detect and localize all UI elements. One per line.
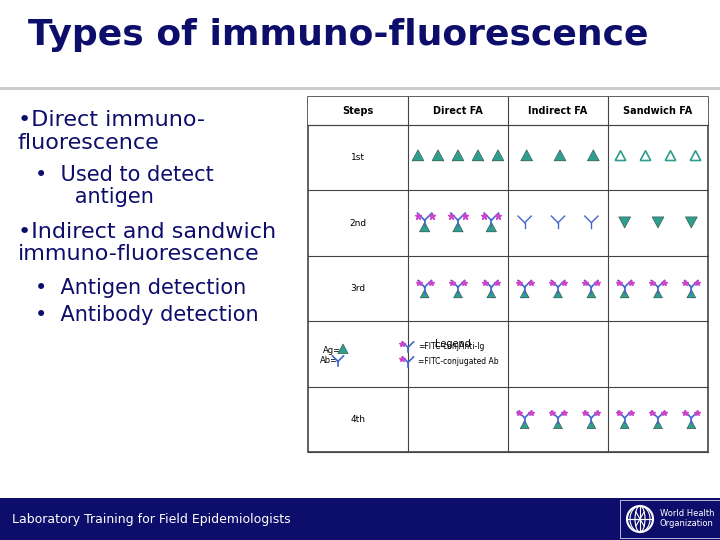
Bar (620, 500, 720, 538)
Text: •  Antibody detection: • Antibody detection (35, 305, 258, 325)
Bar (308, 97, 708, 452)
Polygon shape (454, 289, 462, 298)
Text: •  Antigen detection: • Antigen detection (35, 278, 246, 298)
Polygon shape (652, 217, 664, 228)
Bar (0, 87, 720, 90)
Polygon shape (420, 222, 430, 232)
Text: =FITC-conjugated Ab: =FITC-conjugated Ab (418, 357, 499, 367)
Polygon shape (554, 420, 562, 429)
Text: Legend: Legend (435, 339, 471, 349)
Text: Laboratory Training for Field Epidemiologists: Laboratory Training for Field Epidemiolo… (12, 512, 291, 525)
Polygon shape (587, 289, 596, 298)
Polygon shape (452, 150, 464, 161)
Text: •Direct immuno-: •Direct immuno- (18, 110, 205, 130)
Polygon shape (520, 289, 529, 298)
Polygon shape (412, 150, 424, 161)
Text: Types of immuno-fluorescence: Types of immuno-fluorescence (28, 18, 649, 52)
Polygon shape (338, 344, 348, 354)
Polygon shape (453, 222, 463, 232)
Text: •Indirect and sandwich: •Indirect and sandwich (18, 222, 276, 242)
Polygon shape (618, 217, 631, 228)
Polygon shape (687, 420, 696, 429)
Polygon shape (420, 289, 429, 298)
Polygon shape (486, 222, 497, 232)
Polygon shape (487, 289, 496, 298)
Text: Ab=: Ab= (320, 356, 338, 366)
Text: •  Used to detect: • Used to detect (35, 165, 214, 185)
Text: Sandwich FA: Sandwich FA (624, 106, 693, 116)
Text: Organization: Organization (660, 519, 714, 529)
Polygon shape (554, 289, 562, 298)
Bar (0, 498, 720, 540)
Polygon shape (472, 150, 484, 161)
Bar (308, 97, 708, 125)
Polygon shape (521, 150, 533, 161)
Polygon shape (620, 420, 629, 429)
Text: Indirect FA: Indirect FA (528, 106, 588, 116)
Text: immuno-fluorescence: immuno-fluorescence (18, 244, 260, 264)
Polygon shape (654, 420, 662, 429)
Polygon shape (432, 150, 444, 161)
Polygon shape (654, 289, 662, 298)
Polygon shape (520, 420, 529, 429)
Text: antigen: antigen (35, 187, 154, 207)
Text: =FITC-conjAnti-Ig: =FITC-conjAnti-Ig (418, 342, 485, 352)
Polygon shape (492, 150, 504, 161)
Polygon shape (685, 217, 698, 228)
Polygon shape (687, 289, 696, 298)
Text: 4th: 4th (351, 415, 366, 424)
Text: Direct FA: Direct FA (433, 106, 483, 116)
Polygon shape (554, 150, 566, 161)
Text: 1st: 1st (351, 153, 365, 162)
Text: Ag=: Ag= (323, 346, 341, 355)
Text: Steps: Steps (343, 106, 374, 116)
Text: 3rd: 3rd (351, 284, 366, 293)
Text: World Health: World Health (660, 510, 714, 518)
Text: 2nd: 2nd (349, 219, 366, 227)
Polygon shape (588, 150, 599, 161)
Text: fluorescence: fluorescence (18, 133, 160, 153)
Polygon shape (587, 420, 596, 429)
Polygon shape (620, 289, 629, 298)
